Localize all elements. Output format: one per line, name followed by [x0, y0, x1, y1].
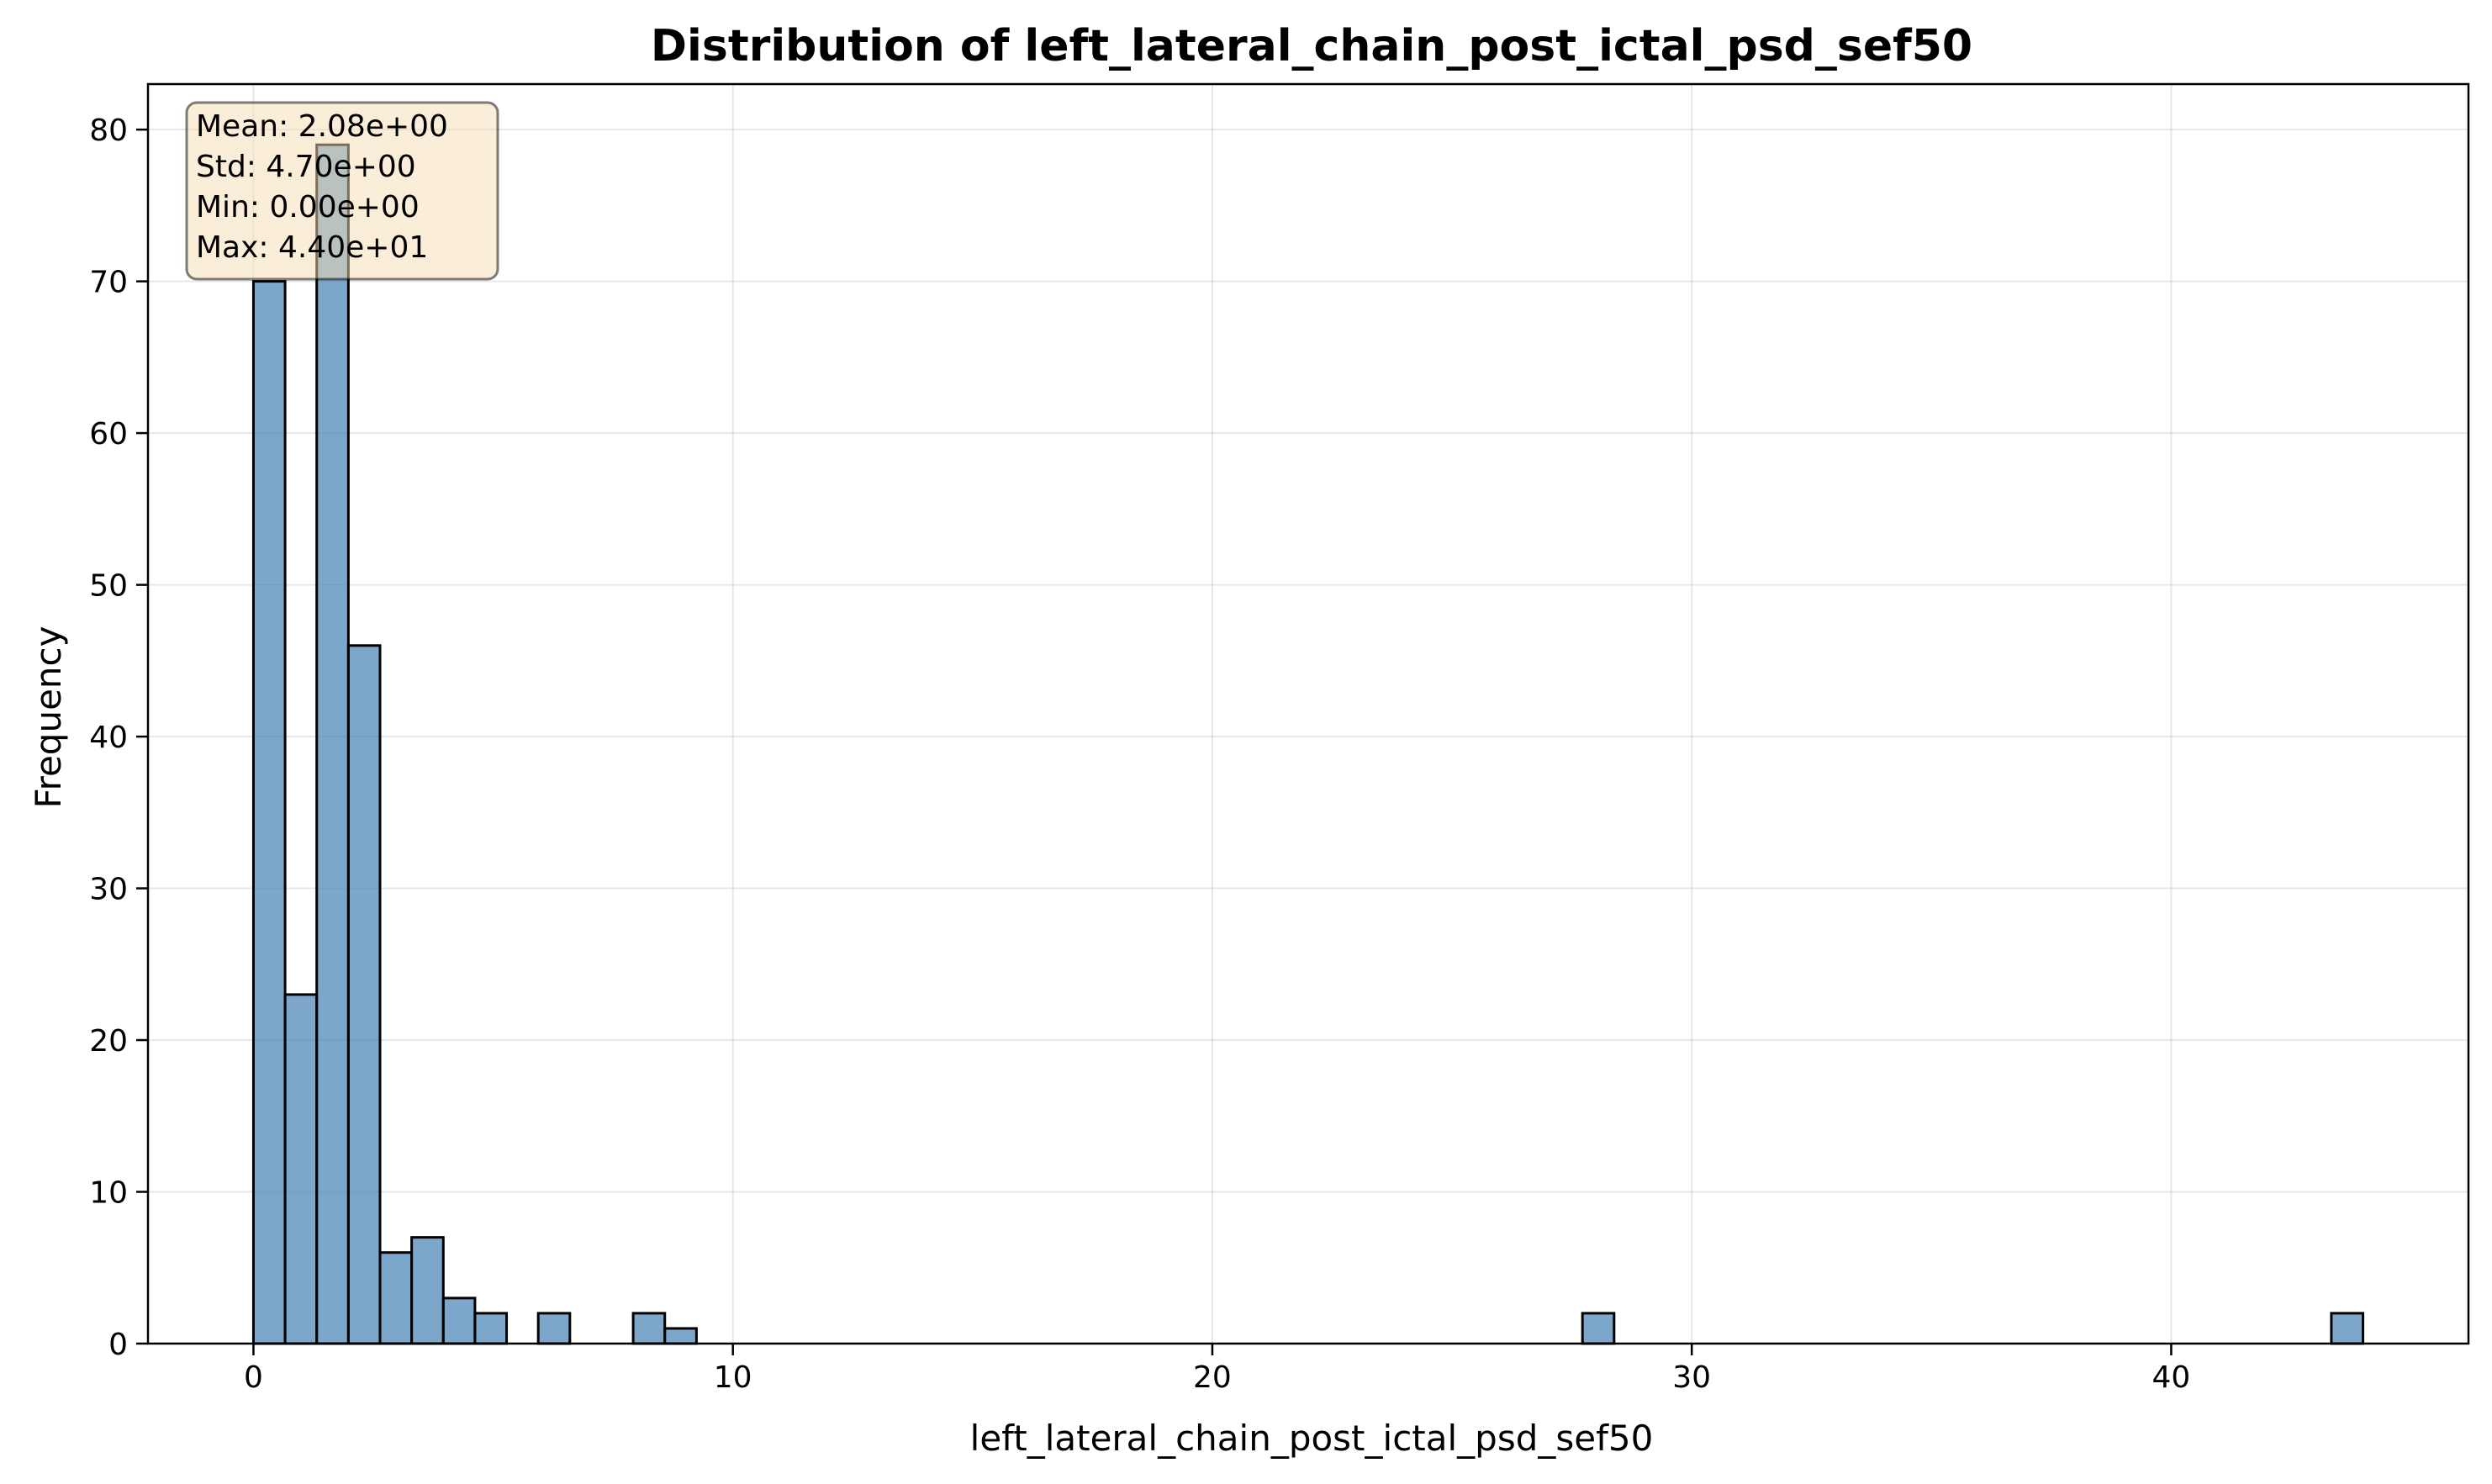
stats-std: Std: 4.70e+00: [196, 150, 416, 184]
x-axis-ticks: 0 10 20 30 40: [244, 1344, 2190, 1395]
plot-area: [148, 84, 2468, 1344]
histogram-bar: [410, 1236, 445, 1345]
y-tick-label: 80: [89, 114, 128, 148]
histogram-bar: [631, 1312, 667, 1345]
y-tick-label: 70: [89, 266, 128, 300]
x-tick-label: 20: [1193, 1360, 1232, 1395]
y-tick-label: 30: [89, 873, 128, 907]
histogram-bars: [251, 143, 2365, 1345]
stats-mean: Mean: 2.08e+00: [196, 109, 448, 144]
stats-box: Mean: 2.08e+00 Std: 4.70e+00 Min: 0.00e+…: [185, 101, 499, 281]
x-tick-label: 0: [244, 1360, 263, 1395]
x-tick-label: 40: [2152, 1360, 2191, 1395]
y-tick-label: 40: [89, 721, 128, 755]
y-tick-label: 50: [89, 569, 128, 604]
histogram-bar: [315, 143, 350, 1345]
histogram-bar: [473, 1312, 509, 1345]
x-tick-label: 30: [1672, 1360, 1711, 1395]
histogram-bar: [441, 1297, 477, 1345]
y-tick-label: 20: [89, 1024, 128, 1059]
histogram-bar: [1581, 1312, 1616, 1345]
x-tick-label: 10: [714, 1360, 752, 1395]
histogram-bar: [346, 644, 382, 1345]
y-axis-label: Frequency: [28, 626, 69, 809]
stats-box-background: [185, 101, 499, 281]
histogram-bar: [283, 993, 319, 1345]
histogram-bar: [251, 280, 287, 1345]
chart-title: Distribution of left_lateral_chain_post_…: [651, 21, 1972, 71]
histogram-bar: [536, 1312, 572, 1345]
histogram-bar: [2330, 1312, 2365, 1345]
histogram-bar: [378, 1251, 414, 1345]
stats-max: Max: 4.40e+01: [196, 230, 428, 265]
y-tick-label: 10: [89, 1176, 128, 1211]
stats-min: Min: 0.00e+00: [196, 190, 420, 224]
histogram-bar: [663, 1327, 698, 1345]
y-tick-label: 0: [108, 1328, 128, 1362]
plot-frame: [146, 82, 2470, 1345]
y-tick-label: 60: [89, 417, 128, 452]
y-axis-ticks: 0 10 20 30 40 50 60 70 80: [89, 114, 148, 1362]
x-axis-label: left_lateral_chain_post_ictal_psd_sef50: [970, 1418, 1654, 1459]
